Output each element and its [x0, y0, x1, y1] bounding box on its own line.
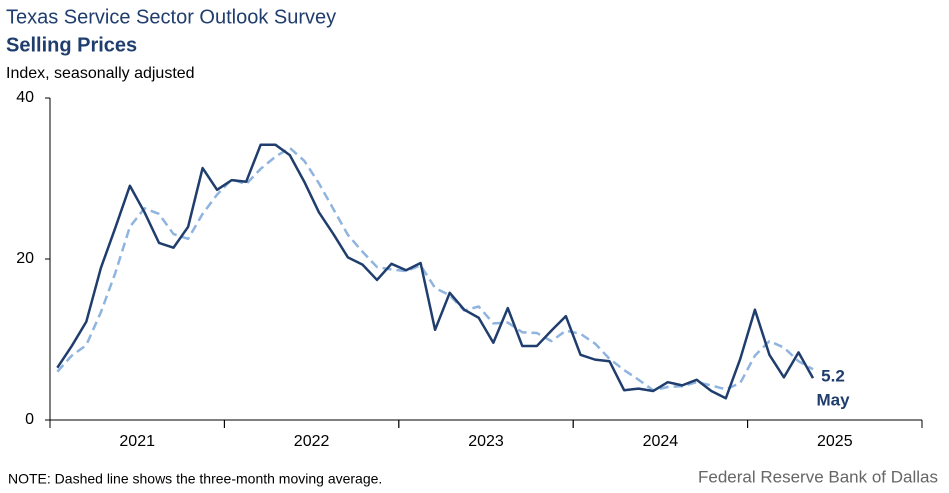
x-tick-label: 2022 — [294, 433, 330, 450]
chart-title: Texas Service Sector Outlook Survey — [6, 6, 336, 28]
x-tick-label: 2023 — [468, 433, 504, 450]
x-tick-label: 2025 — [817, 433, 853, 450]
data-line — [56, 143, 815, 400]
value-label: 5.2 — [821, 367, 845, 386]
data-line — [56, 146, 814, 392]
chart-subtitle: Selling Prices — [6, 34, 137, 56]
note: NOTE: Dashed line shows the three-month … — [8, 471, 382, 487]
y-tick-label: 0 — [25, 411, 34, 428]
x-tick-label: 2021 — [119, 433, 155, 450]
y-tick-label: 40 — [16, 89, 34, 106]
x-tick-label: 2024 — [643, 433, 679, 450]
annotation: May — [816, 391, 850, 410]
y-tick-label: 20 — [16, 250, 34, 267]
source: Federal Reserve Bank of Dallas — [698, 467, 938, 486]
y-axis-label: Index, seasonally adjusted — [6, 65, 195, 82]
